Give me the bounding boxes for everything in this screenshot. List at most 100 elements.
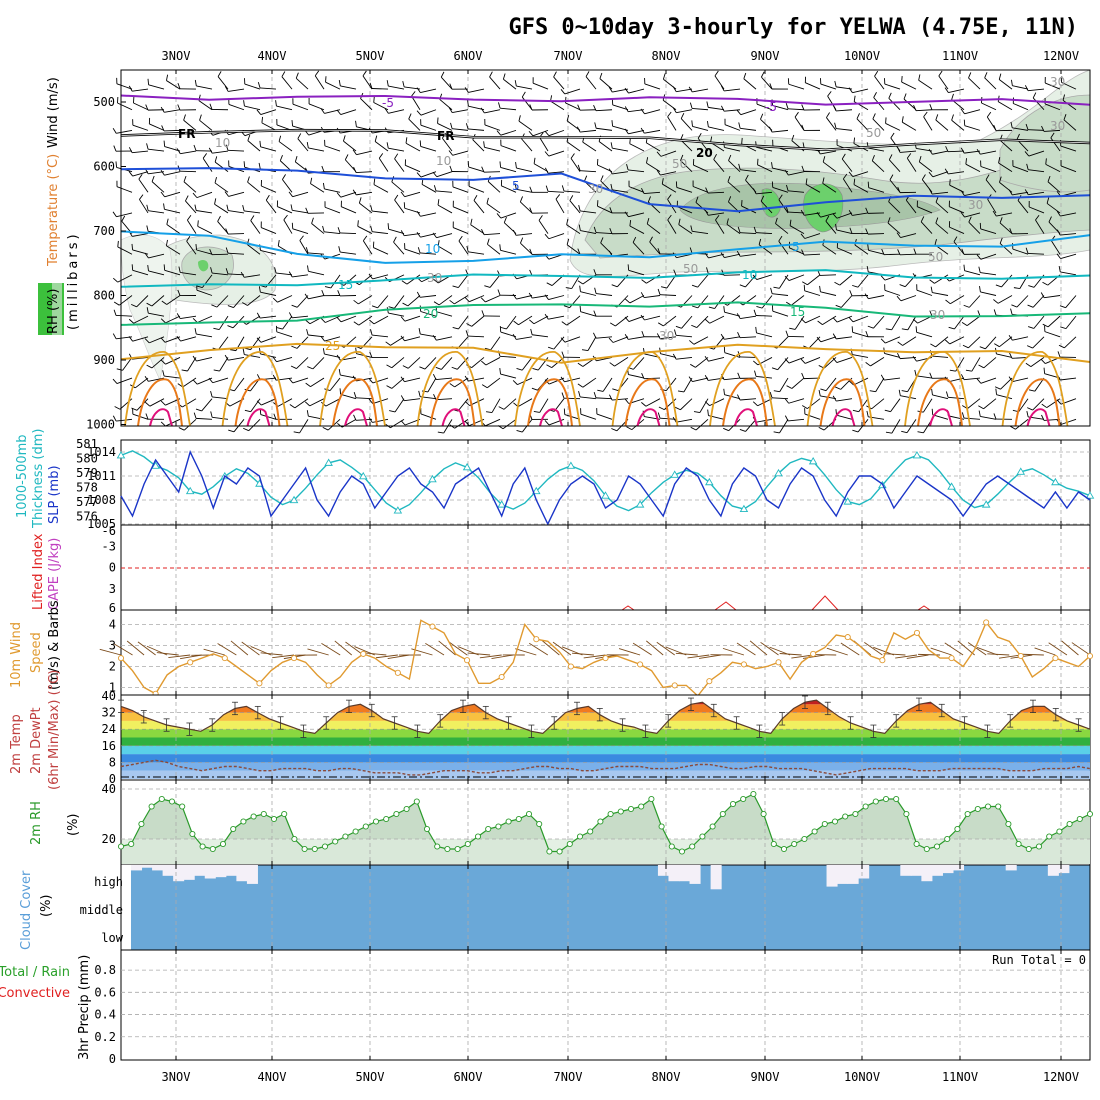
wind10-barb: [583, 654, 606, 659]
wind-barb-flag: [195, 408, 202, 412]
wind-barb-flag: [832, 357, 838, 363]
wind-barb: [148, 312, 165, 317]
wind-barb: [885, 336, 901, 344]
wind-barb: [1044, 331, 1061, 338]
wind10-barb: [113, 643, 133, 656]
wind-barb: [612, 147, 629, 152]
wind-barb-flag: [432, 374, 437, 380]
wind-barb-flag: [464, 401, 470, 406]
cloud-high-clear: [858, 865, 870, 879]
wind-barb: [421, 184, 437, 193]
thickness-line-marker: [981, 500, 991, 508]
rh2m-marker: [699, 833, 706, 840]
wind-barb: [854, 244, 869, 255]
wind-barb-flag: [386, 385, 393, 389]
li-tick: 0: [109, 561, 116, 575]
wind10-speed-label: Speed: [29, 632, 44, 673]
wind-barb: [282, 315, 293, 330]
wind-barb: [521, 357, 533, 371]
rh2m-marker: [485, 825, 492, 833]
wind-barb: [947, 150, 965, 153]
wind-barb-flag: [402, 365, 409, 369]
precip-panel: 00.20.40.60.8 Run Total = 0: [94, 949, 1091, 1066]
wind-barb: [1065, 295, 1077, 308]
rh2m-marker: [260, 810, 267, 818]
wind-barb: [714, 295, 725, 309]
wind-barb: [872, 118, 885, 131]
contour-label: -5: [765, 100, 777, 114]
top-date-axis: 3NOV 4NOV 5NOV 6NOV 7NOV 8NOV 9NOV 10NOV 11NOV 12…: [162, 49, 1080, 63]
wind-barb: [228, 191, 245, 197]
wind-barb-flag: [753, 309, 757, 316]
wind-barb-flag: [704, 209, 709, 216]
wind-barb-flag: [647, 196, 651, 203]
cloud-high-clear: [900, 865, 912, 876]
wind-barb: [692, 377, 709, 383]
wind10-line-marker: [567, 663, 574, 670]
wind-barb-flag: [856, 113, 860, 119]
wind-barb-flag: [706, 120, 709, 128]
wind-barb-flag: [1041, 125, 1045, 132]
wind-barb: [260, 249, 277, 255]
wind-barb: [980, 272, 997, 276]
wind-barb: [566, 224, 581, 234]
wind-barb-flag: [278, 135, 282, 142]
wind-barb-flag: [822, 156, 826, 163]
wind-barb-flag: [704, 375, 709, 381]
wind-barb: [1028, 206, 1045, 214]
wind-barb: [436, 398, 453, 401]
wind-barb-flag: [610, 183, 613, 190]
wind-barb-flag: [160, 106, 165, 113]
wind-barb-flag: [849, 290, 853, 296]
wind-barb: [756, 332, 773, 338]
wind-barb-flag: [801, 124, 805, 131]
wind-barb: [968, 77, 981, 90]
wind-barb: [1012, 356, 1029, 359]
wind-barb-flag: [930, 343, 936, 348]
rh2m-marker: [1035, 843, 1043, 850]
wind-barb-flag: [1060, 326, 1067, 330]
wind-barb-flag: [993, 413, 997, 420]
wind-barb-flag: [608, 337, 614, 343]
wind-barb-flag: [1063, 114, 1067, 120]
wind-barb: [452, 128, 469, 131]
wind10-unit-label: (m/s) & Barbs: [47, 600, 62, 690]
wind-barb: [452, 186, 469, 193]
wind-barb: [564, 88, 581, 95]
wind-barb-flag: [609, 394, 613, 401]
wind-barb: [788, 356, 805, 364]
wind-barb: [900, 395, 917, 400]
wind-barb: [935, 222, 949, 234]
wind-barb: [516, 167, 533, 173]
wind-barb-flag: [563, 305, 570, 309]
wind-barb-flag: [282, 174, 286, 180]
wind-barb-flag: [977, 310, 981, 317]
wind-barb: [660, 150, 677, 157]
wind-barb: [740, 169, 757, 173]
temp-tick: 24: [102, 722, 116, 736]
wind-barb-flag: [199, 114, 202, 121]
wind-barb-flag: [785, 330, 789, 337]
wind-barb-flag: [176, 148, 181, 154]
wind-barb-flag: [452, 285, 459, 289]
wind-barb-flag: [769, 391, 773, 398]
contour-label: -5: [382, 96, 394, 110]
wind-barb-flag: [416, 211, 421, 217]
wind-barb: [359, 274, 373, 286]
wind-barb-flag: [818, 389, 821, 397]
wind-barb-flag: [433, 301, 440, 306]
wind-barb-flag: [138, 173, 143, 180]
wind10-barb: [736, 642, 756, 656]
wind-barb: [998, 79, 1013, 90]
rh2m-marker: [556, 848, 563, 855]
wind-barb: [724, 377, 741, 381]
wind-barb-flag: [689, 102, 693, 109]
cloud-high-clear: [668, 865, 680, 882]
wind-barb: [548, 233, 565, 240]
wind-barb-flag: [294, 155, 298, 162]
wind-barb: [1062, 99, 1077, 111]
cloud-panel: high middle low: [80, 864, 1091, 951]
wind-barb: [891, 315, 901, 331]
wind-barb: [805, 184, 821, 193]
wind10-barb: [883, 653, 906, 656]
